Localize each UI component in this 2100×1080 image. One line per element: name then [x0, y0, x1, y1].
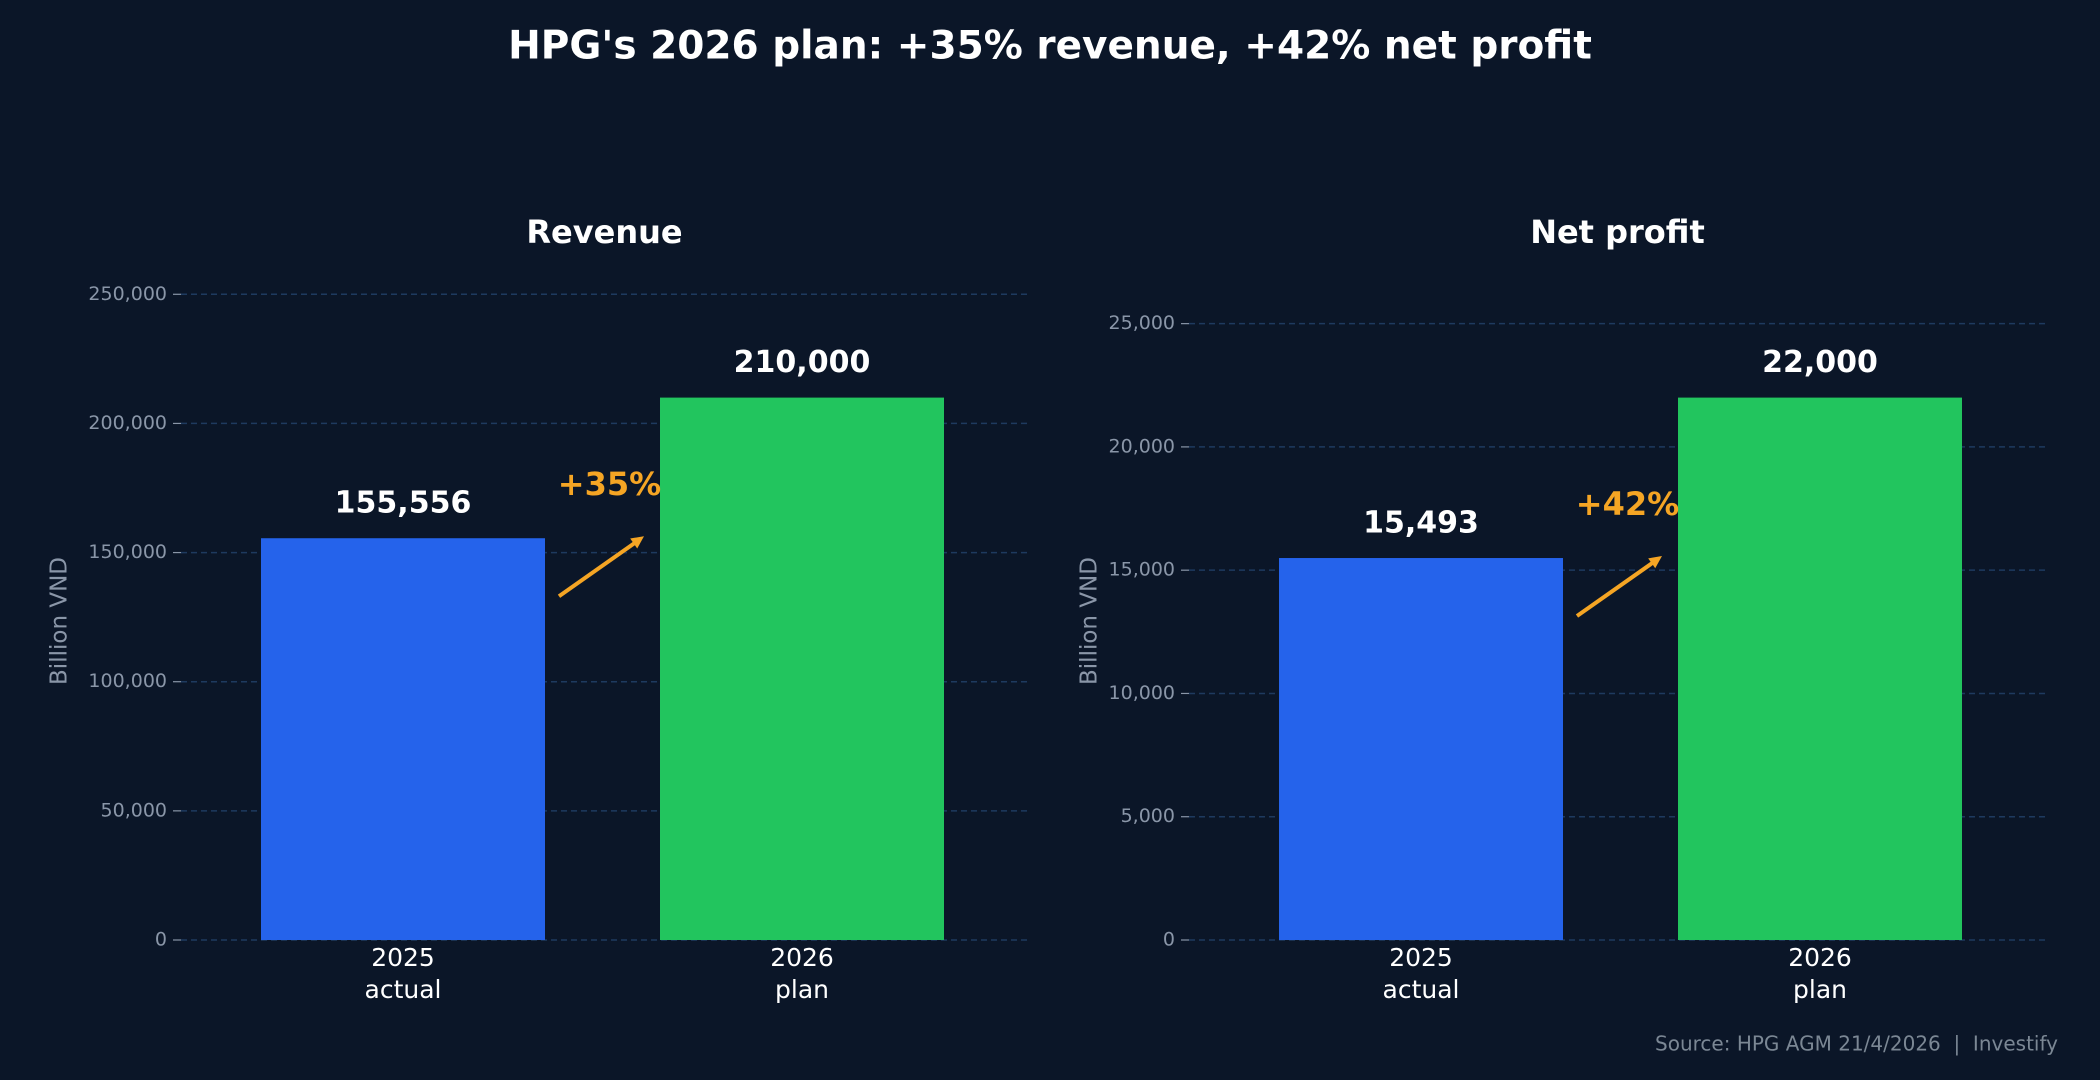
bar	[261, 538, 545, 940]
growth-annotation: +35%	[558, 465, 661, 503]
value-label: 15,493	[1363, 506, 1479, 541]
x-tick-label: 2026 plan	[1788, 943, 1852, 1004]
x-tick-label: 2025 actual	[364, 943, 442, 1004]
y-axis-label: Billion VND	[1077, 557, 1103, 685]
y-tick-label: 0	[155, 929, 167, 951]
y-axis-label: Billion VND	[47, 557, 73, 685]
chart-title: Revenue	[526, 213, 682, 251]
value-label: 210,000	[734, 345, 871, 380]
value-label: 155,556	[335, 486, 472, 521]
value-label: 22,000	[1762, 345, 1878, 380]
y-tick-label: 50,000	[101, 799, 167, 821]
growth-arrow-head	[1648, 556, 1662, 569]
y-tick-label: 0	[1163, 929, 1175, 951]
bar	[1678, 397, 1962, 941]
growth-arrow	[557, 537, 642, 598]
y-tick-label: 150,000	[88, 541, 167, 563]
y-tick-label: 100,000	[88, 670, 167, 692]
growth-arrow	[1575, 557, 1660, 618]
x-tick-label: 2025 actual	[1382, 943, 1460, 1004]
y-tick-label: 200,000	[88, 412, 167, 434]
page-title: HPG's 2026 plan: +35% revenue, +42% net …	[508, 24, 1592, 69]
x-tick-label: 2026 plan	[770, 943, 834, 1004]
bar	[1279, 558, 1563, 940]
bar	[660, 397, 944, 941]
chart-title: Net profit	[1530, 213, 1705, 251]
y-tick-label: 250,000	[88, 283, 167, 305]
y-tick-label: 15,000	[1109, 559, 1175, 581]
source-note: Source: HPG AGM 21/4/2026 | Investify	[1655, 1032, 2058, 1056]
growth-annotation: +42%	[1576, 485, 1679, 523]
y-tick-label: 20,000	[1109, 435, 1175, 457]
growth-arrow-head	[630, 536, 644, 549]
y-tick-label: 5,000	[1121, 805, 1175, 827]
y-tick-label: 10,000	[1109, 682, 1175, 704]
y-tick-label: 25,000	[1109, 312, 1175, 334]
